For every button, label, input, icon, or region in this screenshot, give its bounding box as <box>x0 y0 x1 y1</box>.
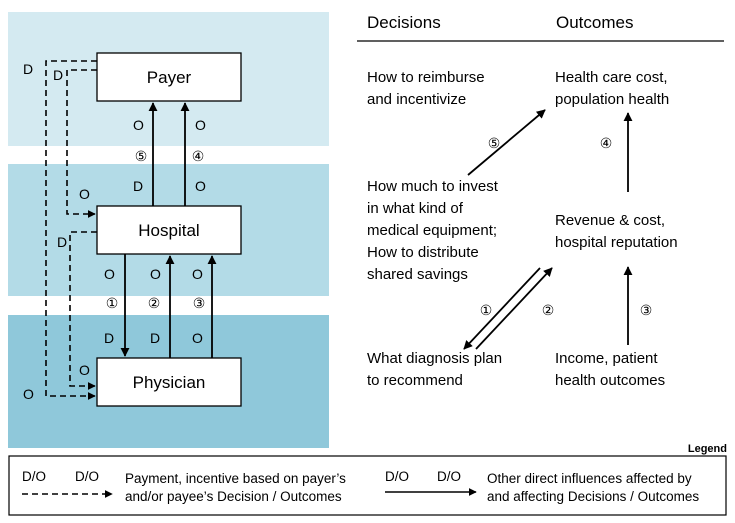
node-physician-label: Physician <box>133 373 206 392</box>
node-payer-label: Payer <box>147 68 192 87</box>
circled-number-3: ③ <box>640 302 653 318</box>
header-outcomes: Outcomes <box>556 13 633 32</box>
mark-o: O <box>104 266 115 282</box>
payer-outcome-text: Health care cost, population health <box>555 69 672 108</box>
mark-o: O <box>192 266 203 282</box>
node-payer: Payer <box>96 52 242 102</box>
mark-o: O <box>23 386 34 402</box>
legend-dashed-label-right: D/O <box>75 469 99 484</box>
legend-dashed-text: Payment, incentive based on payer’s and/… <box>125 471 350 504</box>
mark-o: O <box>192 330 203 346</box>
circled-number-5: ⑤ <box>488 135 501 151</box>
circled-number-4: ④ <box>192 148 205 164</box>
header-decisions: Decisions <box>367 13 441 32</box>
circled-number-1: ① <box>480 302 493 318</box>
mark-d: D <box>150 330 160 346</box>
dashed-link-hospital-physician <box>69 231 97 390</box>
hospital-decision-text: How much to invest in what kind of medic… <box>367 178 502 283</box>
legend-solid-label-left: D/O <box>385 469 409 484</box>
mark-d: D <box>104 330 114 346</box>
dashed-link-payer-physician <box>45 60 97 400</box>
node-hospital: Hospital <box>96 205 242 255</box>
arrow-physician-decision-to-hospital-outcome <box>475 267 553 350</box>
payer-decision-text: How to reimburse and incentivize <box>367 69 489 108</box>
legend-box <box>8 455 727 516</box>
node-physician: Physician <box>96 357 242 407</box>
legend-solid-label-right: D/O <box>437 469 461 484</box>
mark-d: D <box>23 61 33 77</box>
arrow-hospital-decision-to-physician-decision <box>463 267 541 350</box>
mark-d: D <box>53 67 63 83</box>
mark-o: O <box>195 178 206 194</box>
circled-number-3: ③ <box>193 295 206 311</box>
arrow-hospital-decision-to-payer-outcome <box>467 109 546 176</box>
dashed-link-payer-hospital <box>66 69 97 218</box>
legend-solid-text: Other direct influences affected by and … <box>487 471 699 504</box>
physician-outcome-text: Income, patient health outcomes <box>555 350 665 389</box>
legend-dashed-label-left: D/O <box>22 469 46 484</box>
node-hospital-label: Hospital <box>138 221 199 240</box>
mark-o: O <box>133 117 144 133</box>
legend-title: Legend <box>688 443 727 455</box>
physician-decision-text: What diagnosis plan to recommend <box>367 350 506 389</box>
hospital-outcome-text: Revenue & cost, hospital reputation <box>555 212 678 251</box>
circled-number-5: ⑤ <box>135 148 148 164</box>
mark-o: O <box>195 117 206 133</box>
mark-d: D <box>57 234 67 250</box>
mark-d: D <box>133 178 143 194</box>
mark-o: O <box>150 266 161 282</box>
circled-number-4: ④ <box>600 135 613 151</box>
mark-o: O <box>79 186 90 202</box>
circled-number-1: ① <box>106 295 119 311</box>
circled-number-2: ② <box>148 295 161 311</box>
circled-number-2: ② <box>542 302 555 318</box>
mark-o: O <box>79 362 90 378</box>
